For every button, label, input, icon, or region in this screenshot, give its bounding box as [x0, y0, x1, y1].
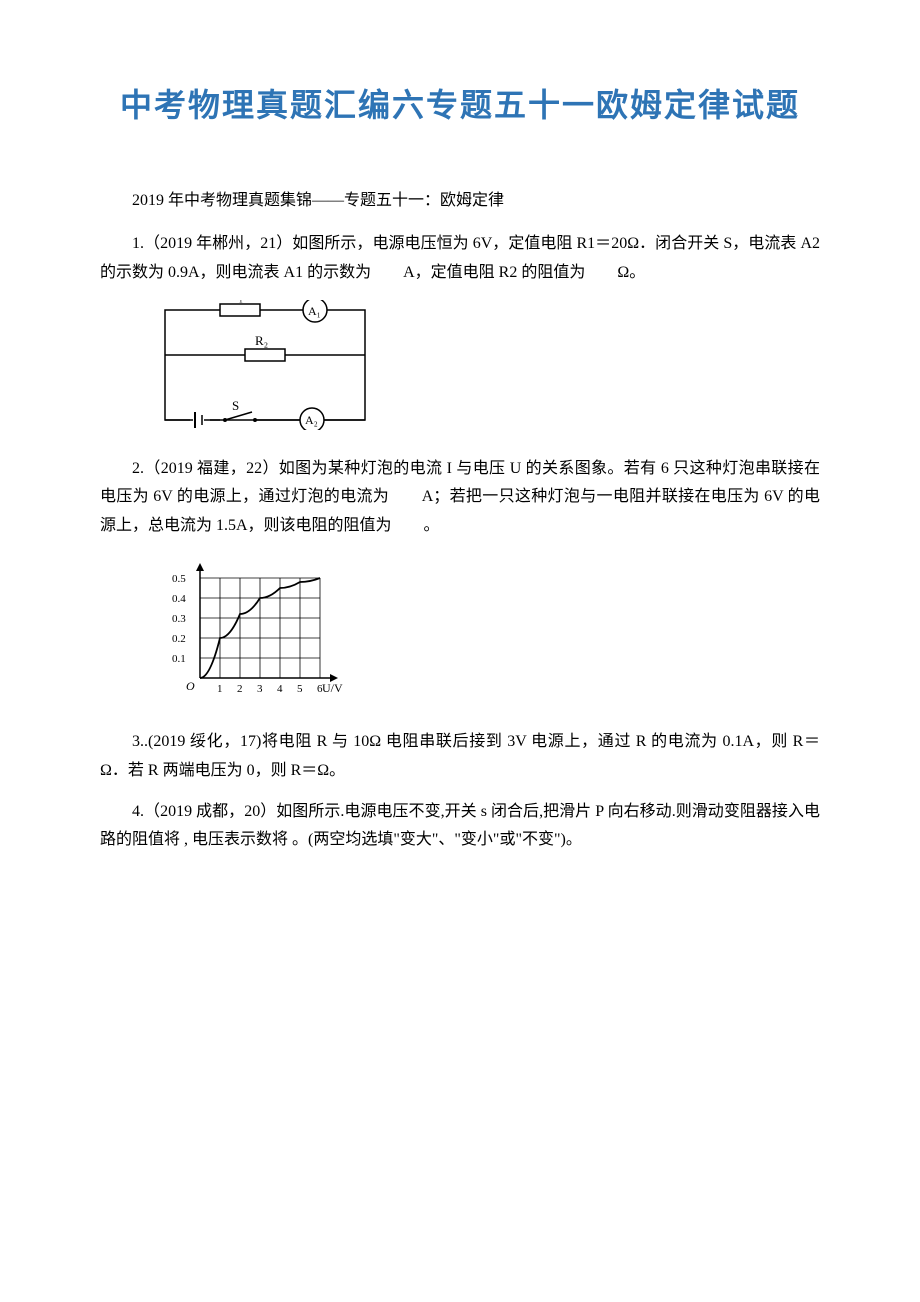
svg-text:U/V: U/V — [322, 681, 343, 695]
label-r1: R₁ — [230, 300, 243, 303]
label-s: S — [232, 398, 239, 413]
svg-text:3: 3 — [257, 683, 263, 695]
svg-text:0.4: 0.4 — [172, 593, 186, 605]
svg-text:2: 2 — [237, 683, 243, 695]
svg-text:0.3: 0.3 — [172, 613, 186, 625]
subtitle: 2019 年中考物理真题集锦——专题五十一：欧姆定律 — [100, 186, 820, 210]
question-1: 1.（2019 年郴州，21）如图所示，电源电压恒为 6V，定值电阻 R1＝20… — [100, 230, 820, 288]
svg-text:0.2: 0.2 — [172, 633, 186, 645]
svg-text:O: O — [186, 679, 195, 693]
svg-text:1: 1 — [217, 683, 223, 695]
question-2: 2.（2019 福建，22）如图为某种灯泡的电流 I 与电压 U 的关系图象。若… — [100, 455, 820, 541]
page-title: 中考物理真题汇编六专题五十一欧姆定律试题 — [100, 80, 820, 126]
iv-chart: 1234560.10.20.30.40.5OU/V — [160, 553, 820, 708]
svg-text:0.5: 0.5 — [172, 573, 186, 585]
svg-text:0.1: 0.1 — [172, 653, 186, 665]
question-4: 4.（2019 成都，20）如图所示.电源电压不变,开关 s 闭合后,把滑片 P… — [100, 798, 820, 856]
svg-text:4: 4 — [277, 683, 283, 695]
svg-text:5: 5 — [297, 683, 303, 695]
label-a1: A₁ — [308, 304, 321, 318]
label-a2: A₂ — [305, 413, 318, 427]
label-r2: R₂ — [255, 333, 268, 348]
circuit-diagram-1: R₁ A₁ R₂ S A₂ — [160, 300, 820, 435]
question-3: 3..(2019 绥化，17)将电阻 R 与 10Ω 电阻串联后接到 3V 电源… — [100, 728, 820, 786]
